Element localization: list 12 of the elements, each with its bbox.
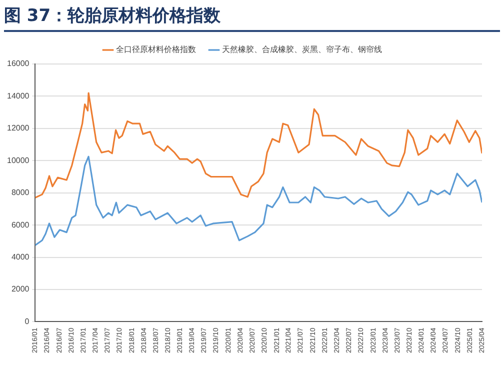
y-tick-label: 12000	[6, 124, 30, 133]
y-tick-label: 14000	[6, 91, 30, 100]
y-tick-label: 10000	[6, 156, 30, 165]
y-tick-label: 8000	[11, 188, 30, 198]
y-tick-label: 0	[24, 316, 30, 326]
y-tick-label: 4000	[11, 252, 30, 262]
y-tick-label: 16000	[6, 59, 30, 68]
chart-title: 图 37：轮胎原材料价格指数	[4, 4, 500, 32]
legend-label: 天然橡胶、合成橡胶、炭黑、帘子布、钢帘线	[222, 45, 382, 54]
y-tick-label: 6000	[11, 220, 30, 230]
y-tick-label: 2000	[11, 284, 30, 294]
legend-label: 全口径原材料价格指数	[116, 45, 196, 54]
